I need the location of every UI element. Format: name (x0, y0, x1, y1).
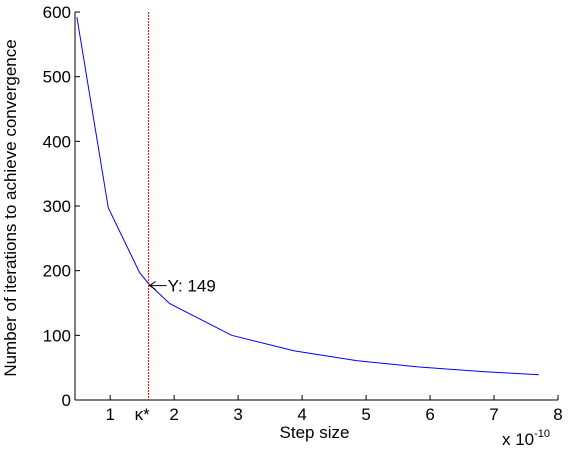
x-tick-label: 5 (361, 405, 370, 424)
x-tick-label: 1 (105, 405, 114, 424)
y-tick-label: 600 (43, 3, 71, 22)
y-axis-label: Number of iterations to achieve converge… (1, 39, 20, 376)
x-tick-label: 6 (425, 405, 434, 424)
x-axis-multiplier: x 10-10 (502, 428, 550, 449)
x-axis-multiplier-base: x 10 (502, 430, 534, 449)
x-tick-label: 7 (489, 405, 498, 424)
data-tip-label: Y: 149 (168, 277, 216, 296)
data-series-line (76, 17, 539, 376)
data-tip-arrow-head (148, 281, 156, 291)
y-tick-label: 0 (62, 391, 71, 410)
y-tick-label: 100 (43, 326, 71, 345)
data-tip: Y: 149 (148, 277, 216, 296)
y-tick-label: 300 (43, 197, 71, 216)
kappa-star-label: κ* (135, 405, 151, 424)
x-tick-label: 3 (233, 405, 242, 424)
x-axis-multiplier-exponent: -10 (534, 428, 550, 440)
x-tick-label: 4 (297, 405, 306, 424)
x-axis-label: Step size (280, 423, 350, 442)
y-tick-label: 400 (43, 132, 71, 151)
y-tick-label: 200 (43, 262, 71, 281)
x-tick-label: 2 (169, 405, 178, 424)
y-tick-label: 500 (43, 68, 71, 87)
x-tick-label: 8 (553, 405, 562, 424)
